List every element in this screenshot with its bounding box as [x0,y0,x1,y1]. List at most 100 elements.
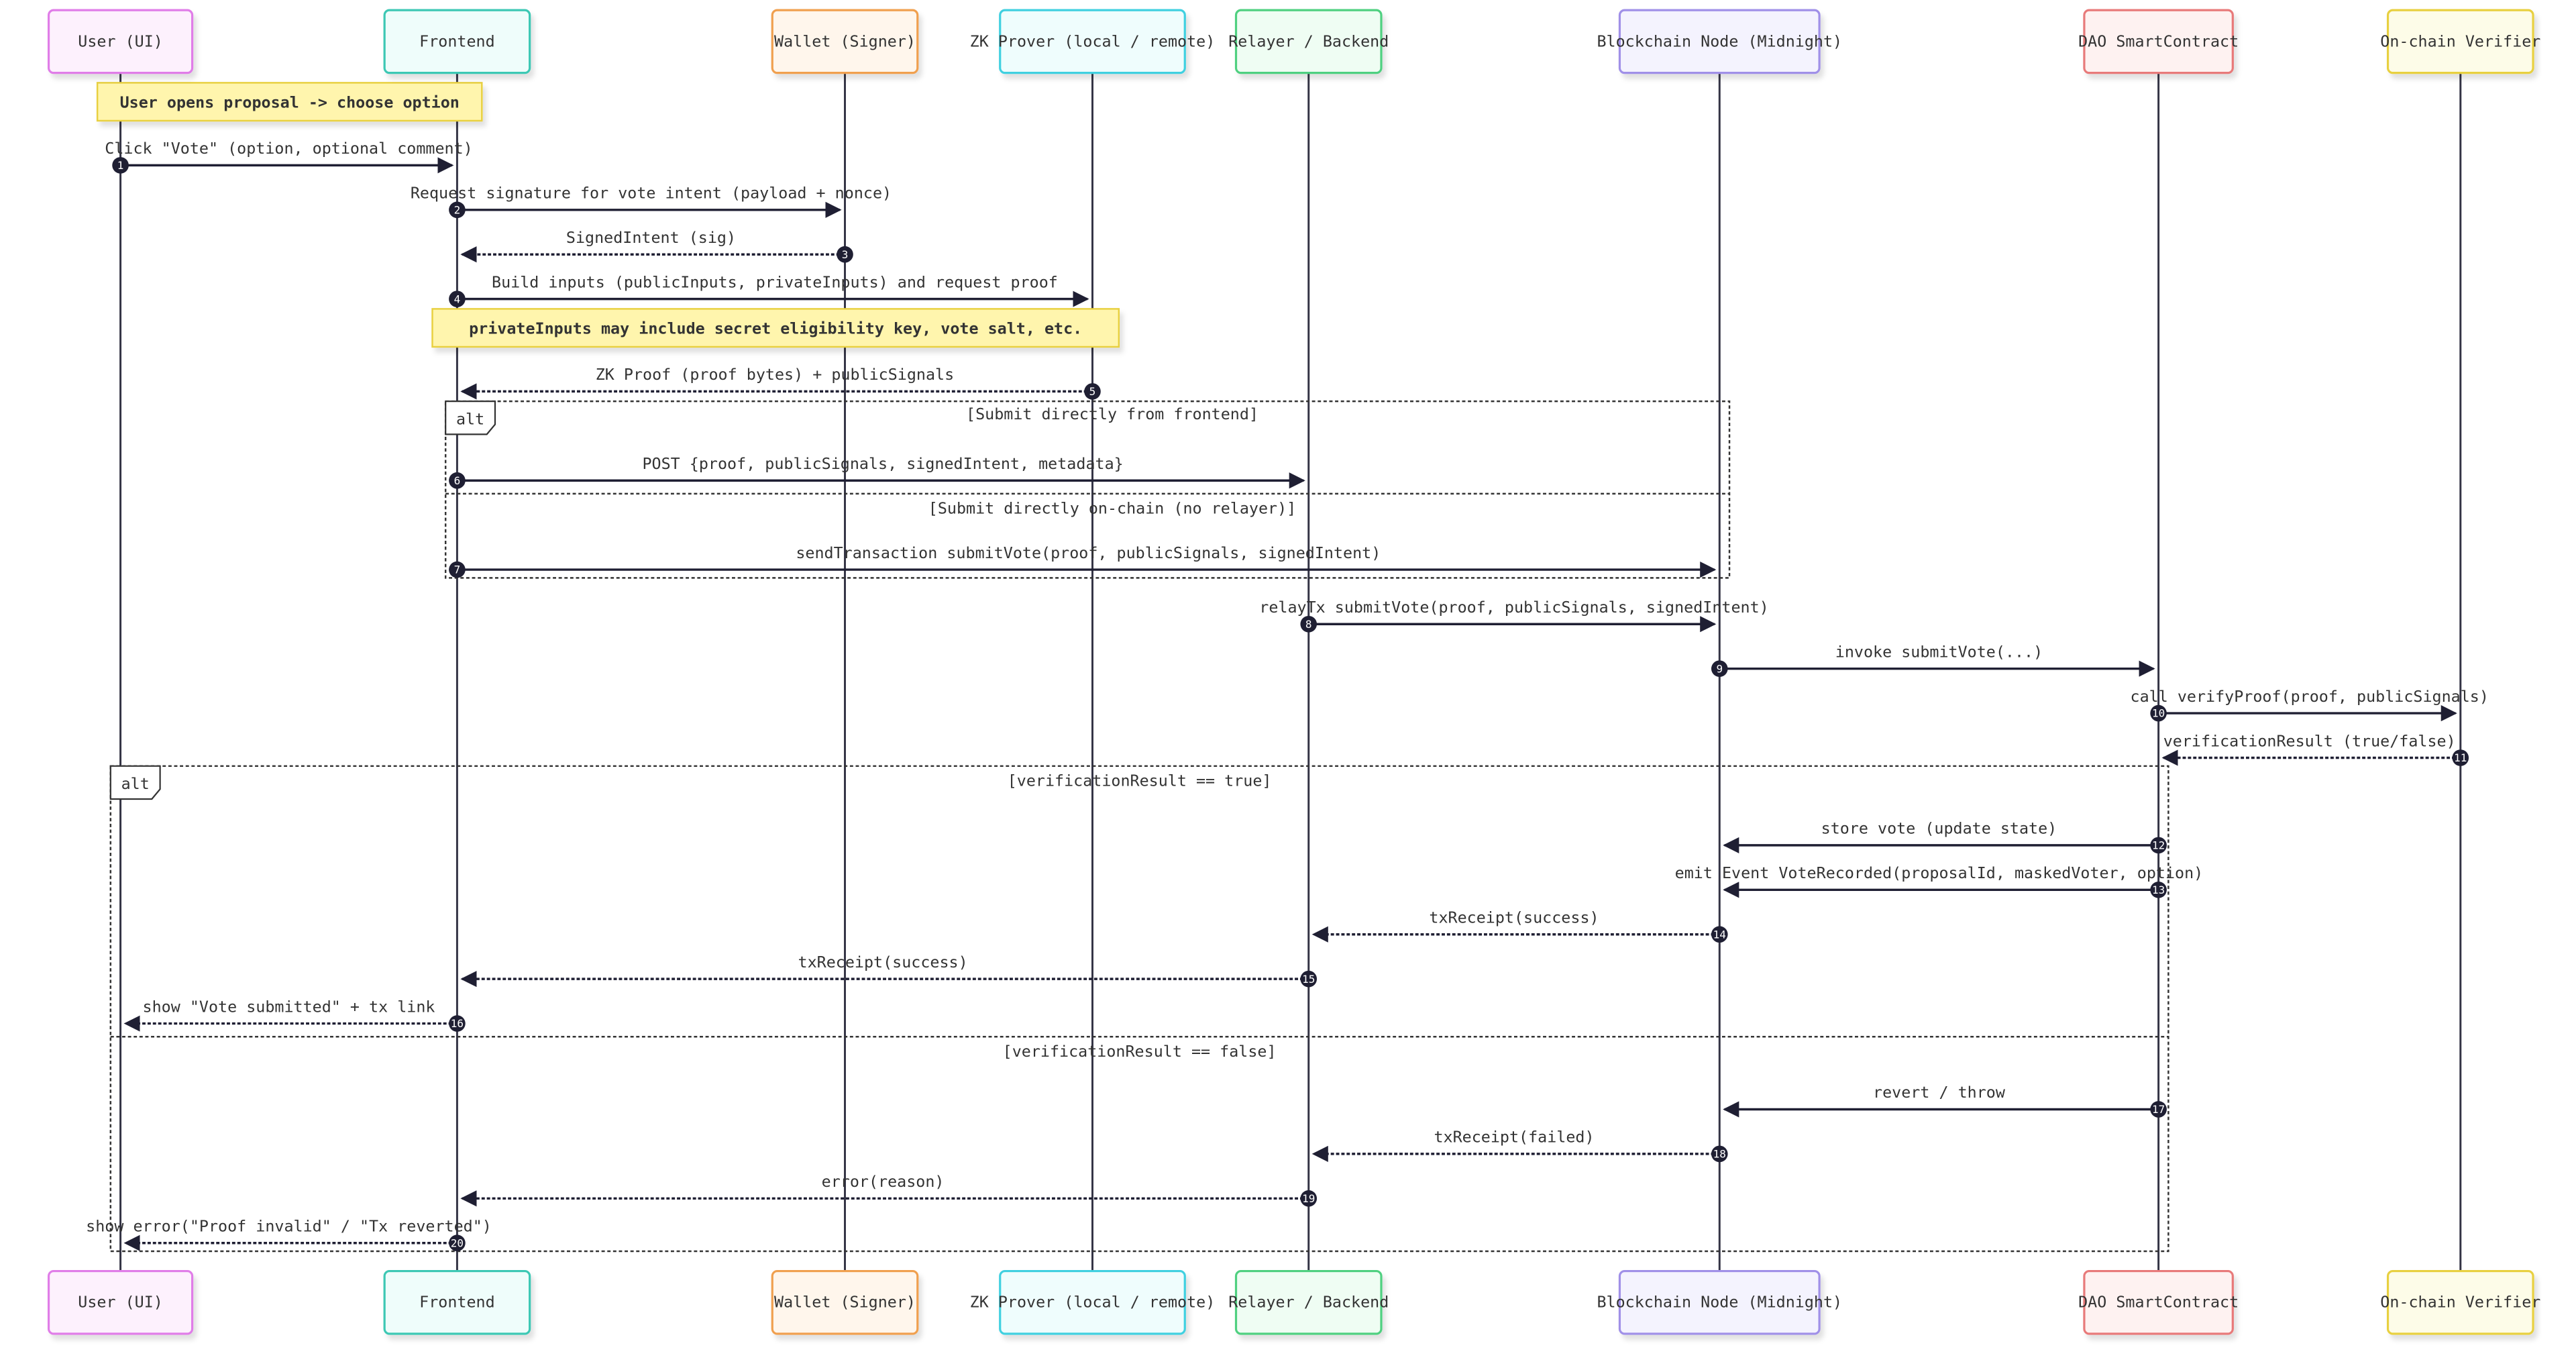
participant-frontend-bottom[interactable]: Frontend [383,1269,531,1335]
note: User opens proposal -> choose option [96,82,483,122]
message-10: call verifyProof(proof, publicSignals)10 [2131,687,2489,722]
sequence-number: 20 [451,1236,464,1249]
alt-block: alt [verificationResult == true] [verifica… [109,765,2169,1253]
participant-label: Relayer / Backend [1228,32,1389,50]
participant-wallet-bottom[interactable]: Wallet (Signer) [771,1269,919,1335]
message-6: POST {proof, publicSignals, signedIntent… [449,454,1305,489]
participant-box [2386,1269,2534,1335]
participant-box [1234,1269,1383,1335]
sequence-number: 11 [2454,751,2467,764]
message-label: ZK Proof (proof bytes) + publicSignals [596,365,954,384]
message-label: Click "Vote" (option, optional comment) [105,139,472,158]
participant-relayer-bottom[interactable]: Relayer / Backend [1228,1269,1389,1335]
sequence-number-badge [1300,615,1318,633]
note-box [431,308,1120,348]
participant-user-top[interactable]: User (UI) [47,9,194,74]
sequence-number: 19 [1302,1192,1315,1205]
participant-prover-top[interactable]: ZK Prover (local / remote) [970,9,1216,74]
sequence-number-badge [1711,1145,1728,1163]
participant-label: DAO SmartContract [2078,1293,2239,1312]
sequence-number-badge [2150,1101,2167,1118]
participant-box [999,9,1186,74]
message-14: txReceipt(success) 14 [1311,908,1728,943]
message-label: show error("Proof invalid" / "Tx reverte… [86,1217,492,1236]
sequence-number-badge [1711,660,1728,677]
participant-box [1234,9,1383,74]
participant-box [47,1269,194,1335]
message-label: Build inputs (publicInputs, privateInput… [492,272,1058,291]
participant-relayer-top[interactable]: Relayer / Backend [1228,9,1389,74]
participant-node-top[interactable]: Blockchain Node (Midnight) [1597,9,1842,74]
participant-label: Wallet (Signer) [774,32,916,50]
participant-prover-bottom[interactable]: ZK Prover (local / remote) [970,1269,1216,1335]
participant-label: Frontend [419,32,495,50]
sequence-number: 3 [842,248,849,261]
message-label: revert / throw [1873,1083,2006,1102]
message-label: txReceipt(success) [798,953,968,971]
participant-box [2083,1269,2234,1335]
sequence-number-badge [2452,749,2469,766]
message-label: verificationResult (true/false) [2163,731,2456,750]
sequence-number-badge [1084,383,1101,400]
sequence-number-badge [1711,926,1728,943]
participant-label: ZK Prover (local / remote) [970,1293,1216,1312]
message-8: relayTx submitVote(proof, publicSignals,… [1259,598,1769,633]
participant-node-bottom[interactable]: Blockchain Node (Midnight) [1597,1269,1842,1335]
message-2: Request signature for vote intent (paylo… [411,184,892,219]
participant-box [999,1269,1186,1335]
sequence-number: 12 [2152,839,2165,852]
participant-box [383,1269,531,1335]
alt-label: alt [456,410,484,429]
participant-box [2083,9,2234,74]
participant-box [1618,1269,1821,1335]
participant-dao-top[interactable]: DAO SmartContract [2078,9,2239,74]
message-18: txReceipt(failed) 18 [1311,1128,1728,1163]
sequence-number: 15 [1302,973,1315,986]
message-13: emit Event VoteRecorded(proposalId, mask… [1675,863,2203,898]
message-label: error(reason) [822,1172,945,1191]
participant-label: DAO SmartContract [2078,32,2239,50]
participant-label: Frontend [419,1293,495,1312]
message-label: store vote (update state) [1821,819,2057,838]
sequence-number: 8 [1305,618,1312,631]
sequence-number-badge [449,201,466,219]
alt-label: alt [121,774,150,793]
sequence-number: 16 [451,1017,464,1030]
message-15: txReceipt(success) 15 [460,953,1318,988]
sequence-number: 18 [1713,1148,1726,1161]
participant-wallet-top[interactable]: Wallet (Signer) [771,9,919,74]
participant-user-bottom[interactable]: User (UI) [47,1269,194,1335]
sequence-number: 17 [2152,1103,2165,1116]
message-12: store vote (update state) 12 [1723,819,2167,854]
participant-label: Blockchain Node (Midnight) [1597,1293,1842,1312]
sequence-number-badge [449,1234,466,1252]
message-label: txReceipt(failed) [1434,1128,1594,1147]
participant-verifier-bottom[interactable]: On-chain Verifier [2380,1269,2540,1335]
sequence-number-badge [1300,970,1318,988]
note-text: privateInputs may include secret eligibi… [469,319,1082,337]
participant-box [383,9,531,74]
message-label: POST {proof, publicSignals, signedIntent… [642,454,1123,473]
alt-condition: [verificationResult == true] [1008,771,1272,790]
participant-label: Blockchain Node (Midnight) [1597,32,1842,50]
sequence-number-badge [2150,837,2167,854]
alt-condition: [Submit directly from frontend] [966,405,1258,423]
alt-tab [109,765,161,800]
message-17: revert / throw 17 [1723,1083,2167,1118]
sequence-number: 4 [454,293,461,305]
sequence-number: 1 [117,159,124,172]
message-label: invoke submitVote(...) [1835,642,2043,661]
message-19: error(reason) 19 [460,1172,1318,1207]
participant-verifier-top[interactable]: On-chain Verifier [2380,9,2540,74]
participant-frontend-top[interactable]: Frontend [383,9,531,74]
message-label: Request signature for vote intent (paylo… [411,184,892,203]
participant-dao-bottom[interactable]: DAO SmartContract [2078,1269,2239,1335]
message-label: txReceipt(success) [1429,908,1599,927]
sequence-number-badge [449,1015,466,1032]
participant-label: User (UI) [78,1293,163,1312]
alt-condition: [verificationResult == false] [1003,1042,1277,1061]
participant-box [2386,9,2534,74]
participant-box [771,1269,919,1335]
note: privateInputs may include secret eligibi… [431,308,1120,348]
message-4: Build inputs (publicInputs, privateInput… [449,272,1089,307]
